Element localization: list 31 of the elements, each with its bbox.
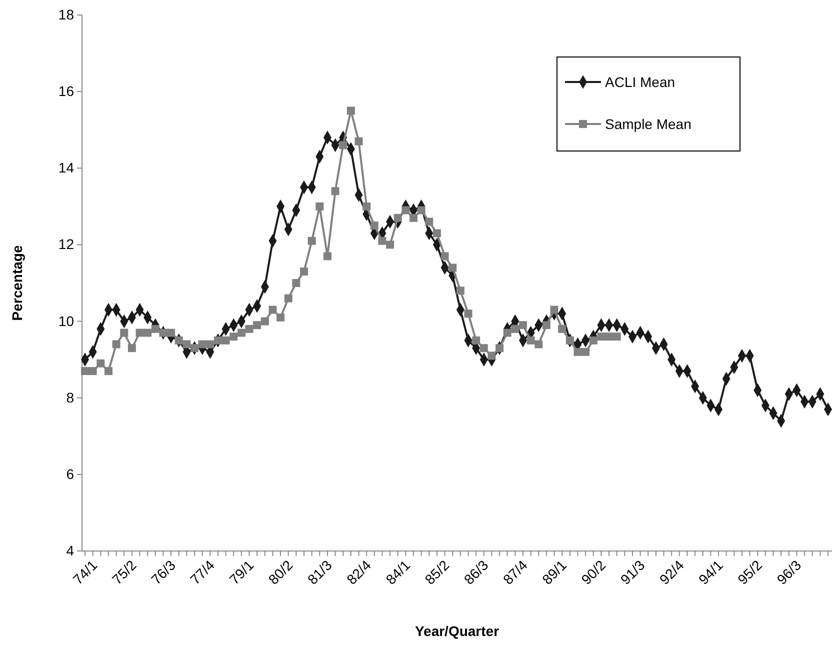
x-tick-label: 90/2	[578, 556, 609, 588]
x-axis-title: Year/Quarter	[414, 623, 500, 639]
x-tick-label: 80/2	[265, 556, 296, 588]
y-tick-label: 6	[66, 466, 74, 482]
y-tick-label: 14	[58, 160, 74, 176]
x-tick-label: 94/1	[695, 556, 726, 588]
x-tick-label: 89/1	[538, 556, 570, 588]
y-axis-title: Percentage	[9, 245, 25, 321]
y-tick-label: 18	[58, 6, 74, 22]
x-tick-label: 77/4	[186, 556, 218, 588]
y-tick-label: 8	[66, 389, 74, 406]
y-tick-label: 12	[58, 236, 74, 252]
x-tick-label: 91/3	[617, 556, 648, 588]
x-tick-label: 82/4	[343, 556, 374, 588]
legend-label: Sample Mean	[605, 116, 692, 132]
x-tick-label: 76/3	[148, 556, 179, 588]
x-tick-label: 96/3	[774, 556, 804, 588]
y-tick-label: 4	[66, 542, 74, 558]
y-tick-label: 10	[58, 312, 74, 329]
x-tick-label: 85/2	[422, 556, 452, 588]
x-tick-label: 92/4	[656, 556, 687, 588]
x-tick-label: 74/1	[70, 556, 100, 588]
y-tick-label: 16	[58, 83, 74, 100]
legend-label: ACLI Mean	[605, 74, 676, 90]
x-tick-label: 75/2	[108, 556, 140, 588]
x-tick-label: 87/4	[500, 556, 531, 588]
x-tick-label: 79/1	[226, 556, 257, 588]
x-tick-label: 95/2	[734, 556, 766, 588]
x-tick-label: 81/3	[304, 556, 336, 588]
x-tick-label: 86/3	[460, 556, 492, 588]
x-tick-label: 84/1	[382, 556, 414, 588]
